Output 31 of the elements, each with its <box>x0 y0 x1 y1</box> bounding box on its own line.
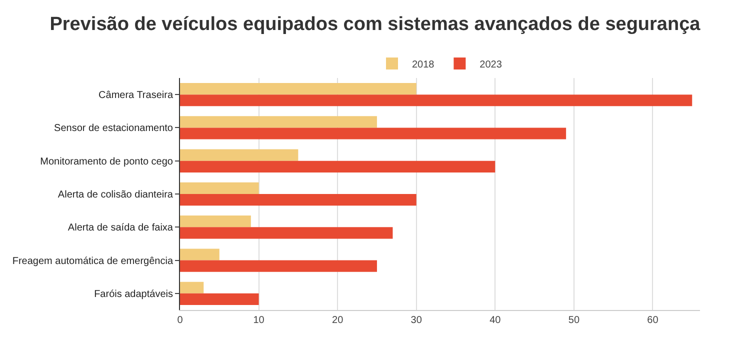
bar <box>180 116 377 128</box>
y-tick-label: Monitoramento de ponto cego <box>40 156 174 168</box>
x-tick-label: 20 <box>332 315 344 326</box>
bar <box>180 227 393 239</box>
bar <box>180 160 496 172</box>
x-tick-label: 40 <box>490 315 502 326</box>
bar <box>180 194 416 206</box>
x-tick-label: 50 <box>568 315 580 326</box>
legend-label: 2018 <box>412 59 435 70</box>
y-tick-label: Sensor de estacionamento <box>54 123 174 134</box>
bar <box>180 149 298 161</box>
x-tick-label: 60 <box>647 315 659 326</box>
x-tick-label: 0 <box>177 315 184 326</box>
bar <box>180 248 220 260</box>
bar <box>180 260 377 272</box>
bar <box>180 128 566 140</box>
y-tick-label: Alerta de saída de faixa <box>68 222 174 234</box>
legend-label: 2023 <box>480 59 502 70</box>
y-tick-label: Freagem automática de emergência <box>12 256 174 267</box>
bar <box>180 216 251 228</box>
x-tick-label: 10 <box>253 315 265 326</box>
y-tick-label: Câmera Traseira <box>98 90 174 102</box>
bar <box>180 293 259 306</box>
chart-title: Previsão de veículos equipados com sistemas avançados de segurança <box>50 14 701 36</box>
bar <box>180 94 692 106</box>
bar <box>180 82 416 95</box>
y-tick-label: Faróis adaptáveis <box>94 288 173 300</box>
x-tick-label: 30 <box>410 315 422 326</box>
bar <box>180 282 204 294</box>
y-tick-label: Alerta de colisão dianteira <box>58 190 174 200</box>
bar <box>180 182 259 194</box>
